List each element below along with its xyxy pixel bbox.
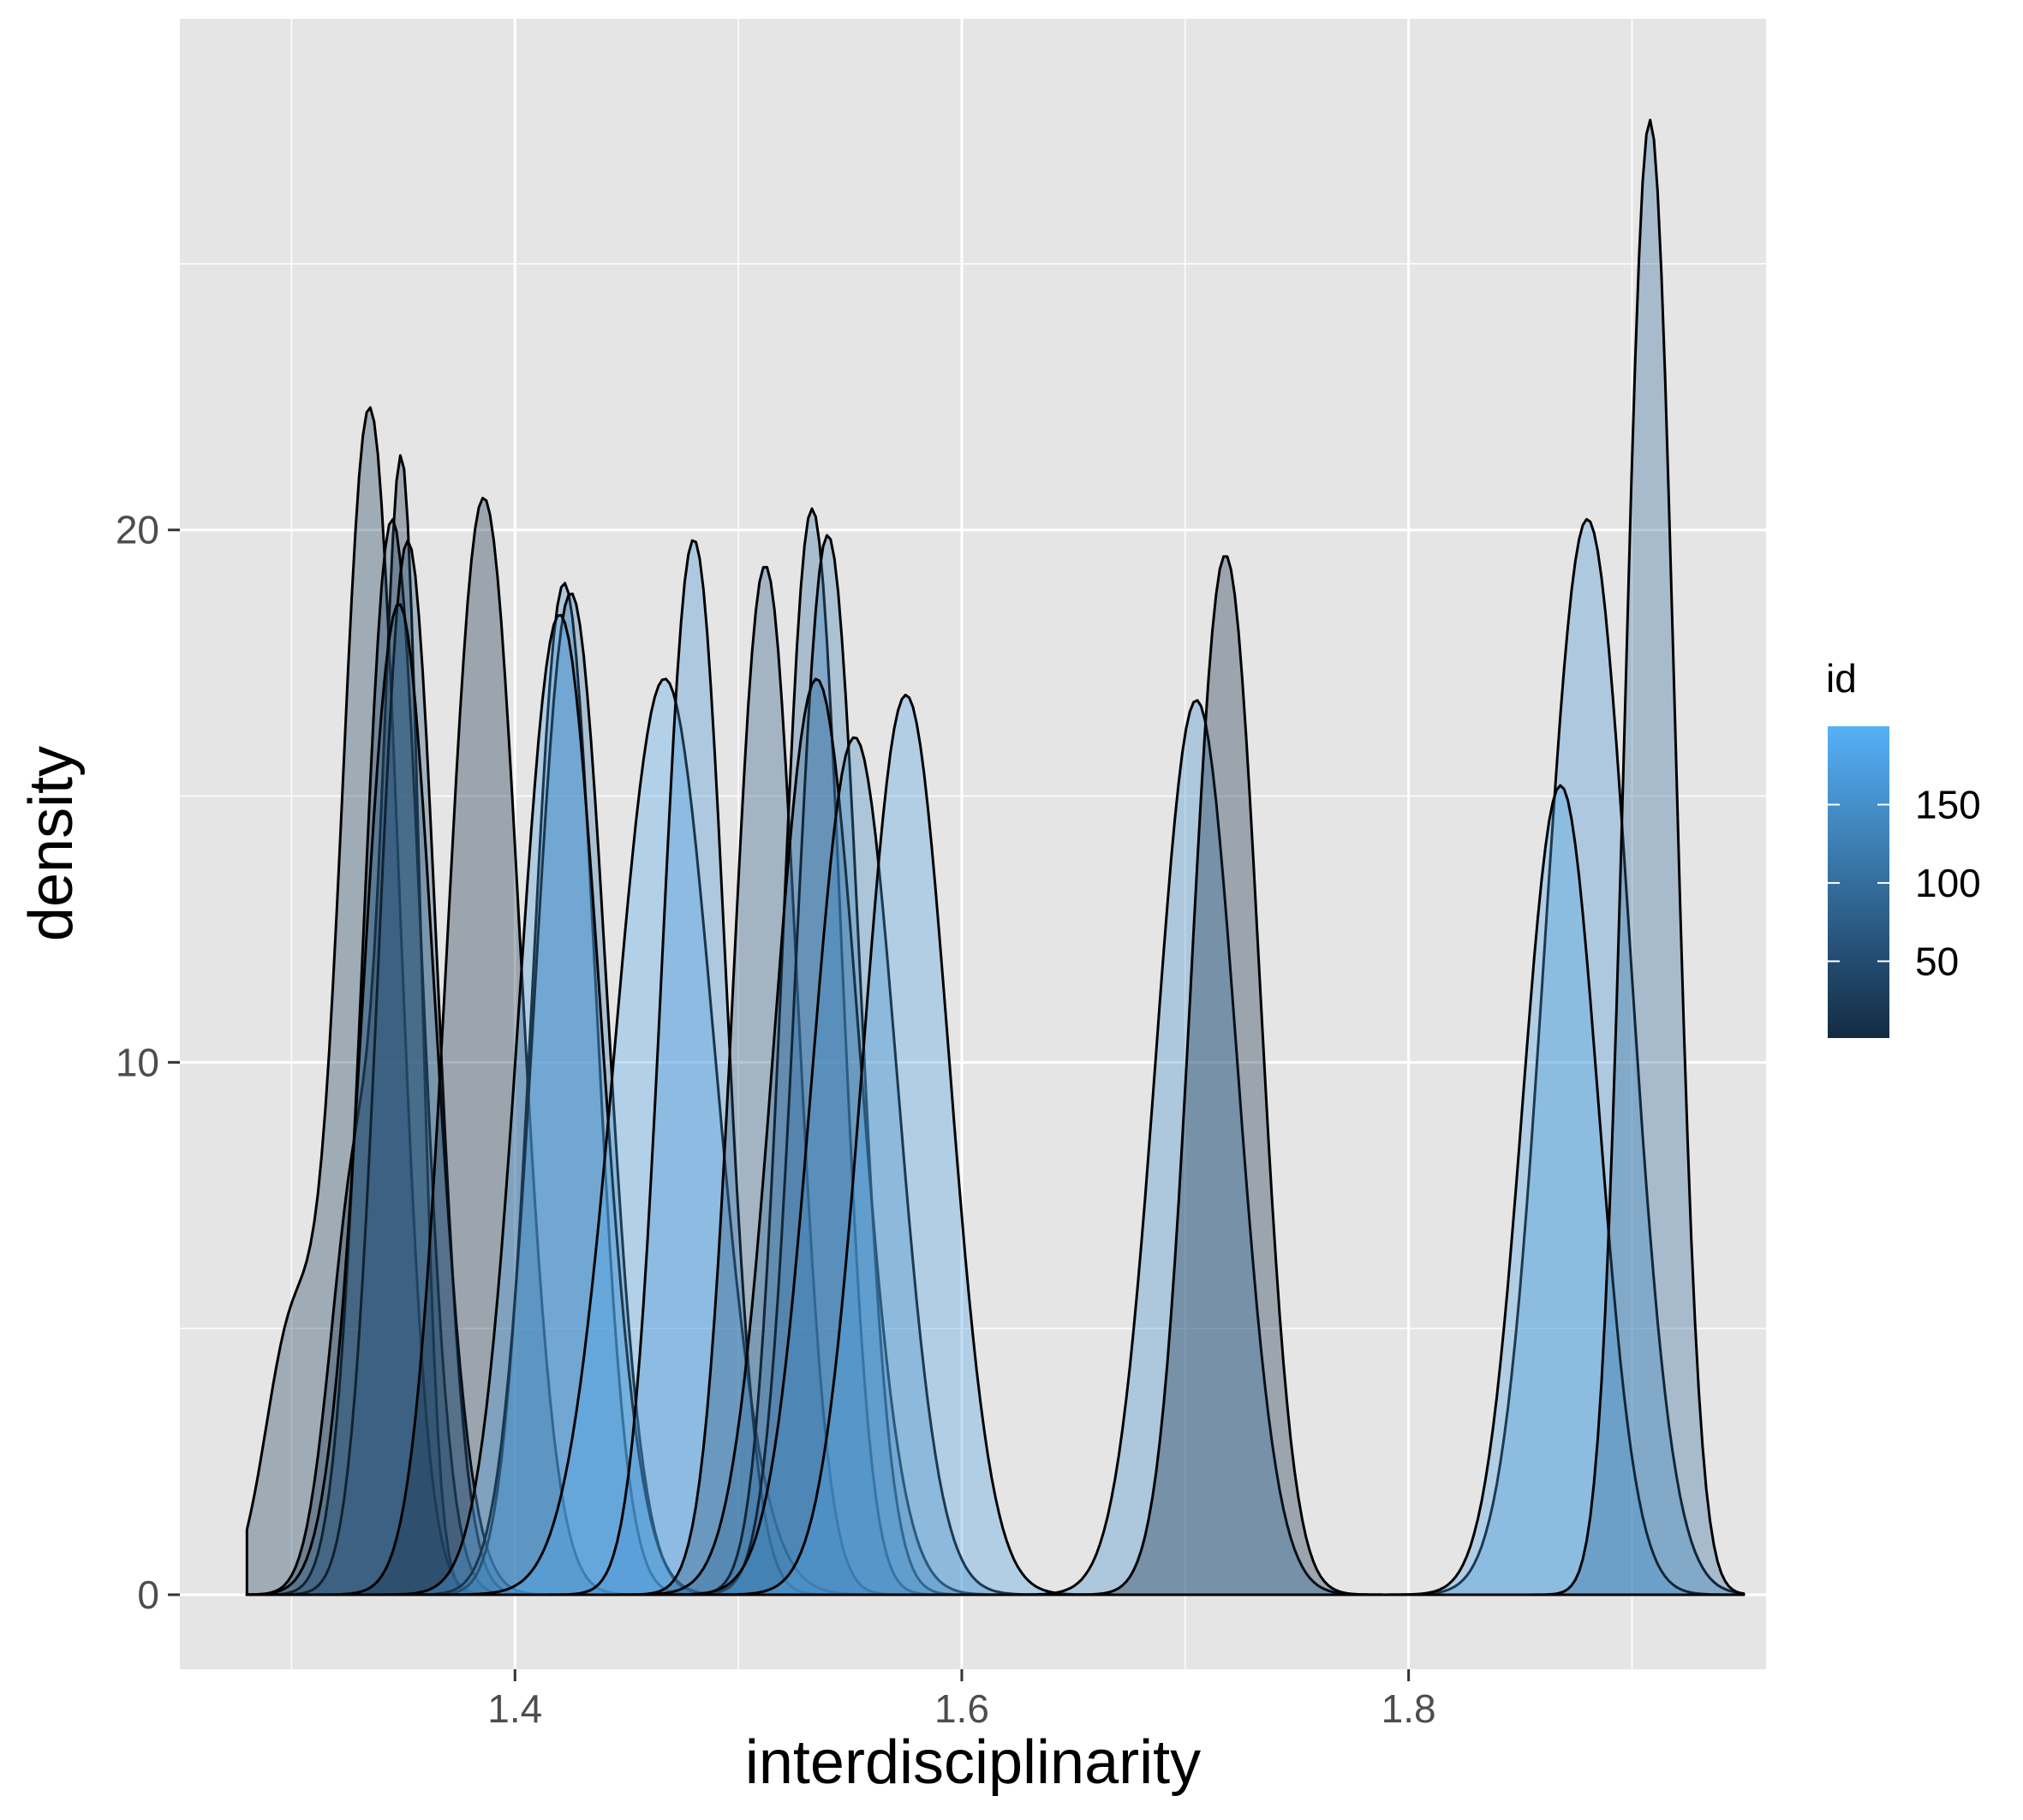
y-tick-label: 0	[137, 1572, 159, 1617]
legend: id 50 100 150	[1826, 656, 1981, 1038]
legend-title: id	[1826, 656, 1857, 701]
x-axis-title: interdisciplinarity	[745, 1728, 1201, 1797]
colorbar-tick-label: 100	[1915, 861, 1981, 905]
minor-gridlines	[180, 19, 1766, 1669]
colorbar-tick-label: 150	[1915, 782, 1981, 826]
colorbar-tick-label: 50	[1915, 939, 1959, 983]
axes: 1.4 1.6 1.8 0 10 20	[116, 508, 1436, 1731]
density-curve	[245, 118, 1746, 1596]
x-tick-label: 1.4	[487, 1686, 542, 1731]
x-tick-label: 1.8	[1381, 1686, 1436, 1731]
density-series	[245, 118, 1746, 1596]
y-tick-label: 10	[116, 1040, 159, 1084]
y-tick-label: 20	[116, 508, 159, 552]
x-tick-label: 1.6	[934, 1686, 989, 1731]
y-axis-title: density	[17, 746, 86, 941]
